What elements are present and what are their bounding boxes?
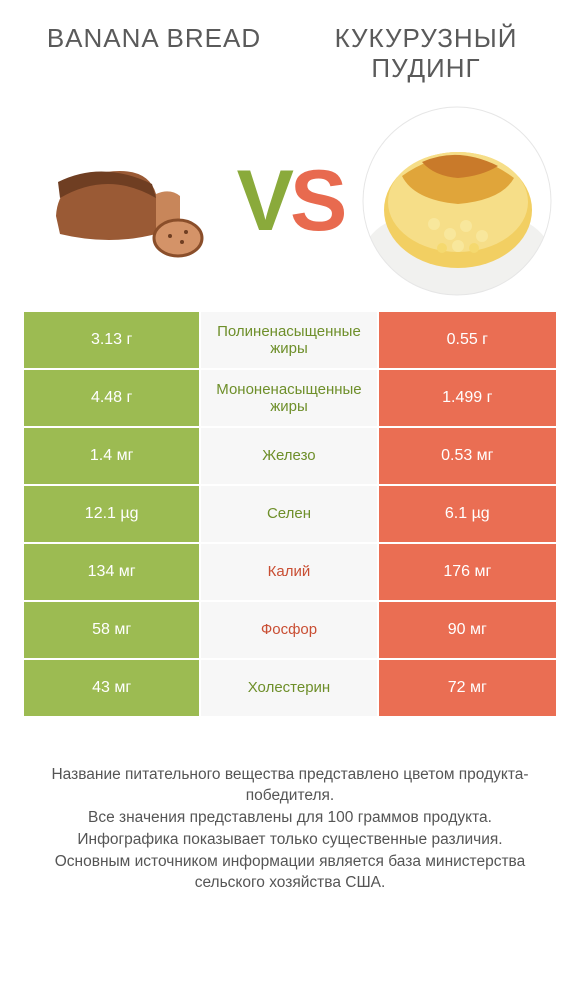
food-image-right — [362, 106, 552, 296]
value-left: 43 мг — [24, 660, 201, 716]
value-left: 1.4 мг — [24, 428, 201, 484]
nutrient-label: Железо — [201, 428, 378, 484]
table-row: 134 мгКалий176 мг — [24, 544, 556, 602]
table-row: 12.1 µgСелен6.1 µg — [24, 486, 556, 544]
value-right: 72 мг — [379, 660, 556, 716]
banana-bread-icon — [28, 106, 218, 296]
corn-pudding-icon — [362, 106, 552, 296]
nutrient-table: 3.13 гПолиненасыщенные жиры0.55 г4.48 гМ… — [24, 312, 556, 718]
title-left: BANANA BREAD — [24, 24, 284, 54]
hero-row: VS — [28, 106, 552, 296]
vs-s: S — [290, 153, 343, 249]
footnote-line-4: Основным источником информации является … — [30, 851, 550, 894]
footnote: Название питательного вещества представл… — [24, 764, 556, 894]
nutrient-label: Калий — [201, 544, 378, 600]
nutrient-label: Холестерин — [201, 660, 378, 716]
footnote-line-3: Инфографика показывает только существенн… — [30, 829, 550, 851]
value-left: 134 мг — [24, 544, 201, 600]
value-left: 3.13 г — [24, 312, 201, 368]
value-left: 58 мг — [24, 602, 201, 658]
table-row: 4.48 гМононенасыщенные жиры1.499 г — [24, 370, 556, 428]
value-right: 0.55 г — [379, 312, 556, 368]
table-row: 43 мгХолестерин72 мг — [24, 660, 556, 718]
value-left: 12.1 µg — [24, 486, 201, 542]
food-image-left — [28, 106, 218, 296]
infographic-root: BANANA BREAD КУКУРУЗНЫЙ ПУДИНГ VS — [0, 0, 580, 994]
value-right: 176 мг — [379, 544, 556, 600]
title-right: КУКУРУЗНЫЙ ПУДИНГ — [296, 24, 556, 84]
value-right: 6.1 µg — [379, 486, 556, 542]
value-right: 90 мг — [379, 602, 556, 658]
vs-v: V — [237, 153, 290, 249]
value-right: 0.53 мг — [379, 428, 556, 484]
table-row: 3.13 гПолиненасыщенные жиры0.55 г — [24, 312, 556, 370]
titles-row: BANANA BREAD КУКУРУЗНЫЙ ПУДИНГ — [24, 24, 556, 84]
nutrient-label: Фосфор — [201, 602, 378, 658]
nutrient-label: Мононенасыщенные жиры — [201, 370, 378, 426]
nutrient-label: Полиненасыщенные жиры — [201, 312, 378, 368]
table-row: 1.4 мгЖелезо0.53 мг — [24, 428, 556, 486]
footnote-line-1: Название питательного вещества представл… — [30, 764, 550, 807]
nutrient-label: Селен — [201, 486, 378, 542]
value-right: 1.499 г — [379, 370, 556, 426]
vs-label: VS — [237, 158, 344, 244]
value-left: 4.48 г — [24, 370, 201, 426]
table-row: 58 мгФосфор90 мг — [24, 602, 556, 660]
footnote-line-2: Все значения представлены для 100 граммо… — [30, 807, 550, 829]
